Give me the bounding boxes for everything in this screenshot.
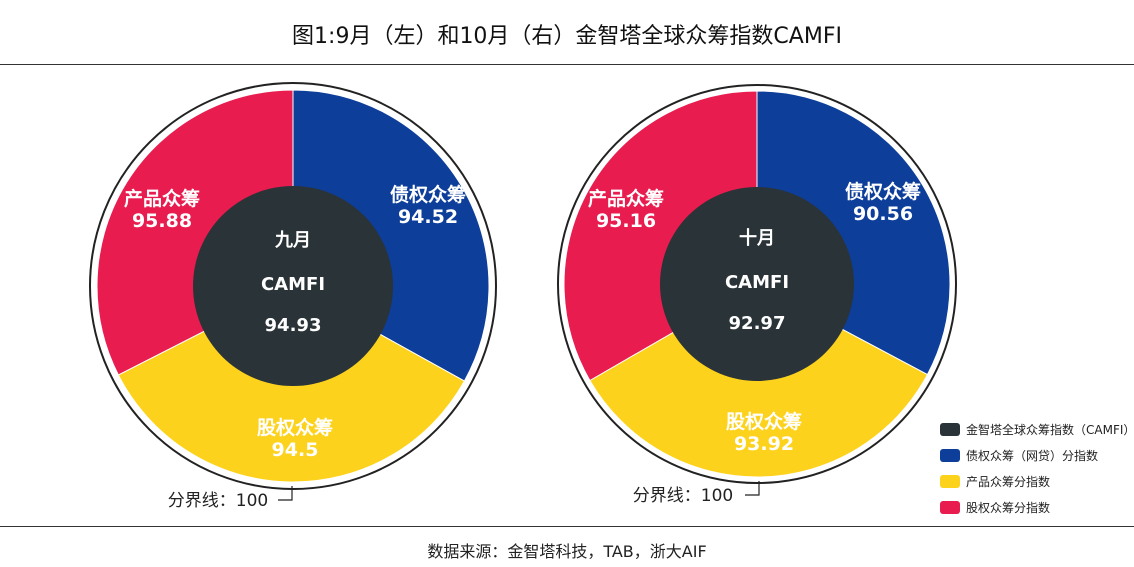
boundary-ring: [89, 82, 497, 490]
slice-name-label: 股权众筹: [257, 416, 333, 439]
center-camfi-value: 94.93: [265, 315, 322, 336]
slice-value-label: 94.5: [272, 439, 319, 461]
slice-value-label: 90.56: [853, 203, 913, 225]
slice-name-label: 产品众筹: [588, 187, 664, 210]
boundary-leader: [745, 481, 760, 496]
legend-item-camfi: 金智塔全球众筹指数（CAMFI）: [940, 416, 1134, 442]
bottom-divider: [0, 526, 1134, 527]
slice-value-label: 94.52: [398, 206, 458, 228]
legend-swatch: [940, 474, 960, 488]
top-divider: [0, 64, 1134, 65]
data-source: 数据来源：金智塔科技，TAB，浙大AIF: [427, 542, 707, 561]
legend-item-equity: 股权众筹分指数: [940, 494, 1134, 520]
boundary-ring: [557, 84, 957, 484]
legend-label: 金智塔全球众筹指数（CAMFI）: [966, 422, 1134, 437]
legend: 金智塔全球众筹指数（CAMFI） 债权众筹（网贷）分指数 产品众筹分指数 股权众…: [940, 416, 1134, 520]
slice-name-label: 债权众筹: [390, 183, 466, 206]
slice-value-label: 95.16: [596, 210, 656, 232]
slice-name-label: 债权众筹: [845, 180, 921, 203]
center-camfi-label: CAMFI: [725, 272, 789, 293]
slice-value-label: 93.92: [734, 433, 794, 455]
legend-swatch: [940, 500, 960, 514]
slice-value-label: 95.88: [132, 210, 192, 232]
camfi-center: [660, 187, 854, 381]
slice-name-label: 股权众筹: [726, 410, 802, 433]
center-month-label: 九月: [274, 230, 311, 251]
legend-item-product: 产品众筹分指数: [940, 468, 1134, 494]
legend-label: 产品众筹分指数: [966, 474, 1051, 489]
boundary-leader: [278, 486, 293, 501]
slice-name-label: 产品众筹: [124, 187, 200, 210]
legend-label: 债权众筹（网贷）分指数: [966, 448, 1099, 463]
center-camfi-value: 92.97: [729, 313, 786, 334]
legend-label: 股权众筹分指数: [966, 500, 1051, 515]
camfi-center: [193, 186, 393, 386]
chart-title: 图1:9月（左）和10月（右）金智塔全球众筹指数CAMFI: [292, 24, 842, 49]
legend-item-debt: 债权众筹（网贷）分指数: [940, 442, 1134, 468]
boundary-label: 分界线：100: [633, 486, 733, 506]
legend-swatch: [940, 422, 960, 436]
legend-swatch: [940, 448, 960, 462]
center-month-label: 十月: [739, 227, 775, 249]
boundary-label: 分界线：100: [168, 491, 268, 511]
center-camfi-label: CAMFI: [261, 274, 325, 295]
